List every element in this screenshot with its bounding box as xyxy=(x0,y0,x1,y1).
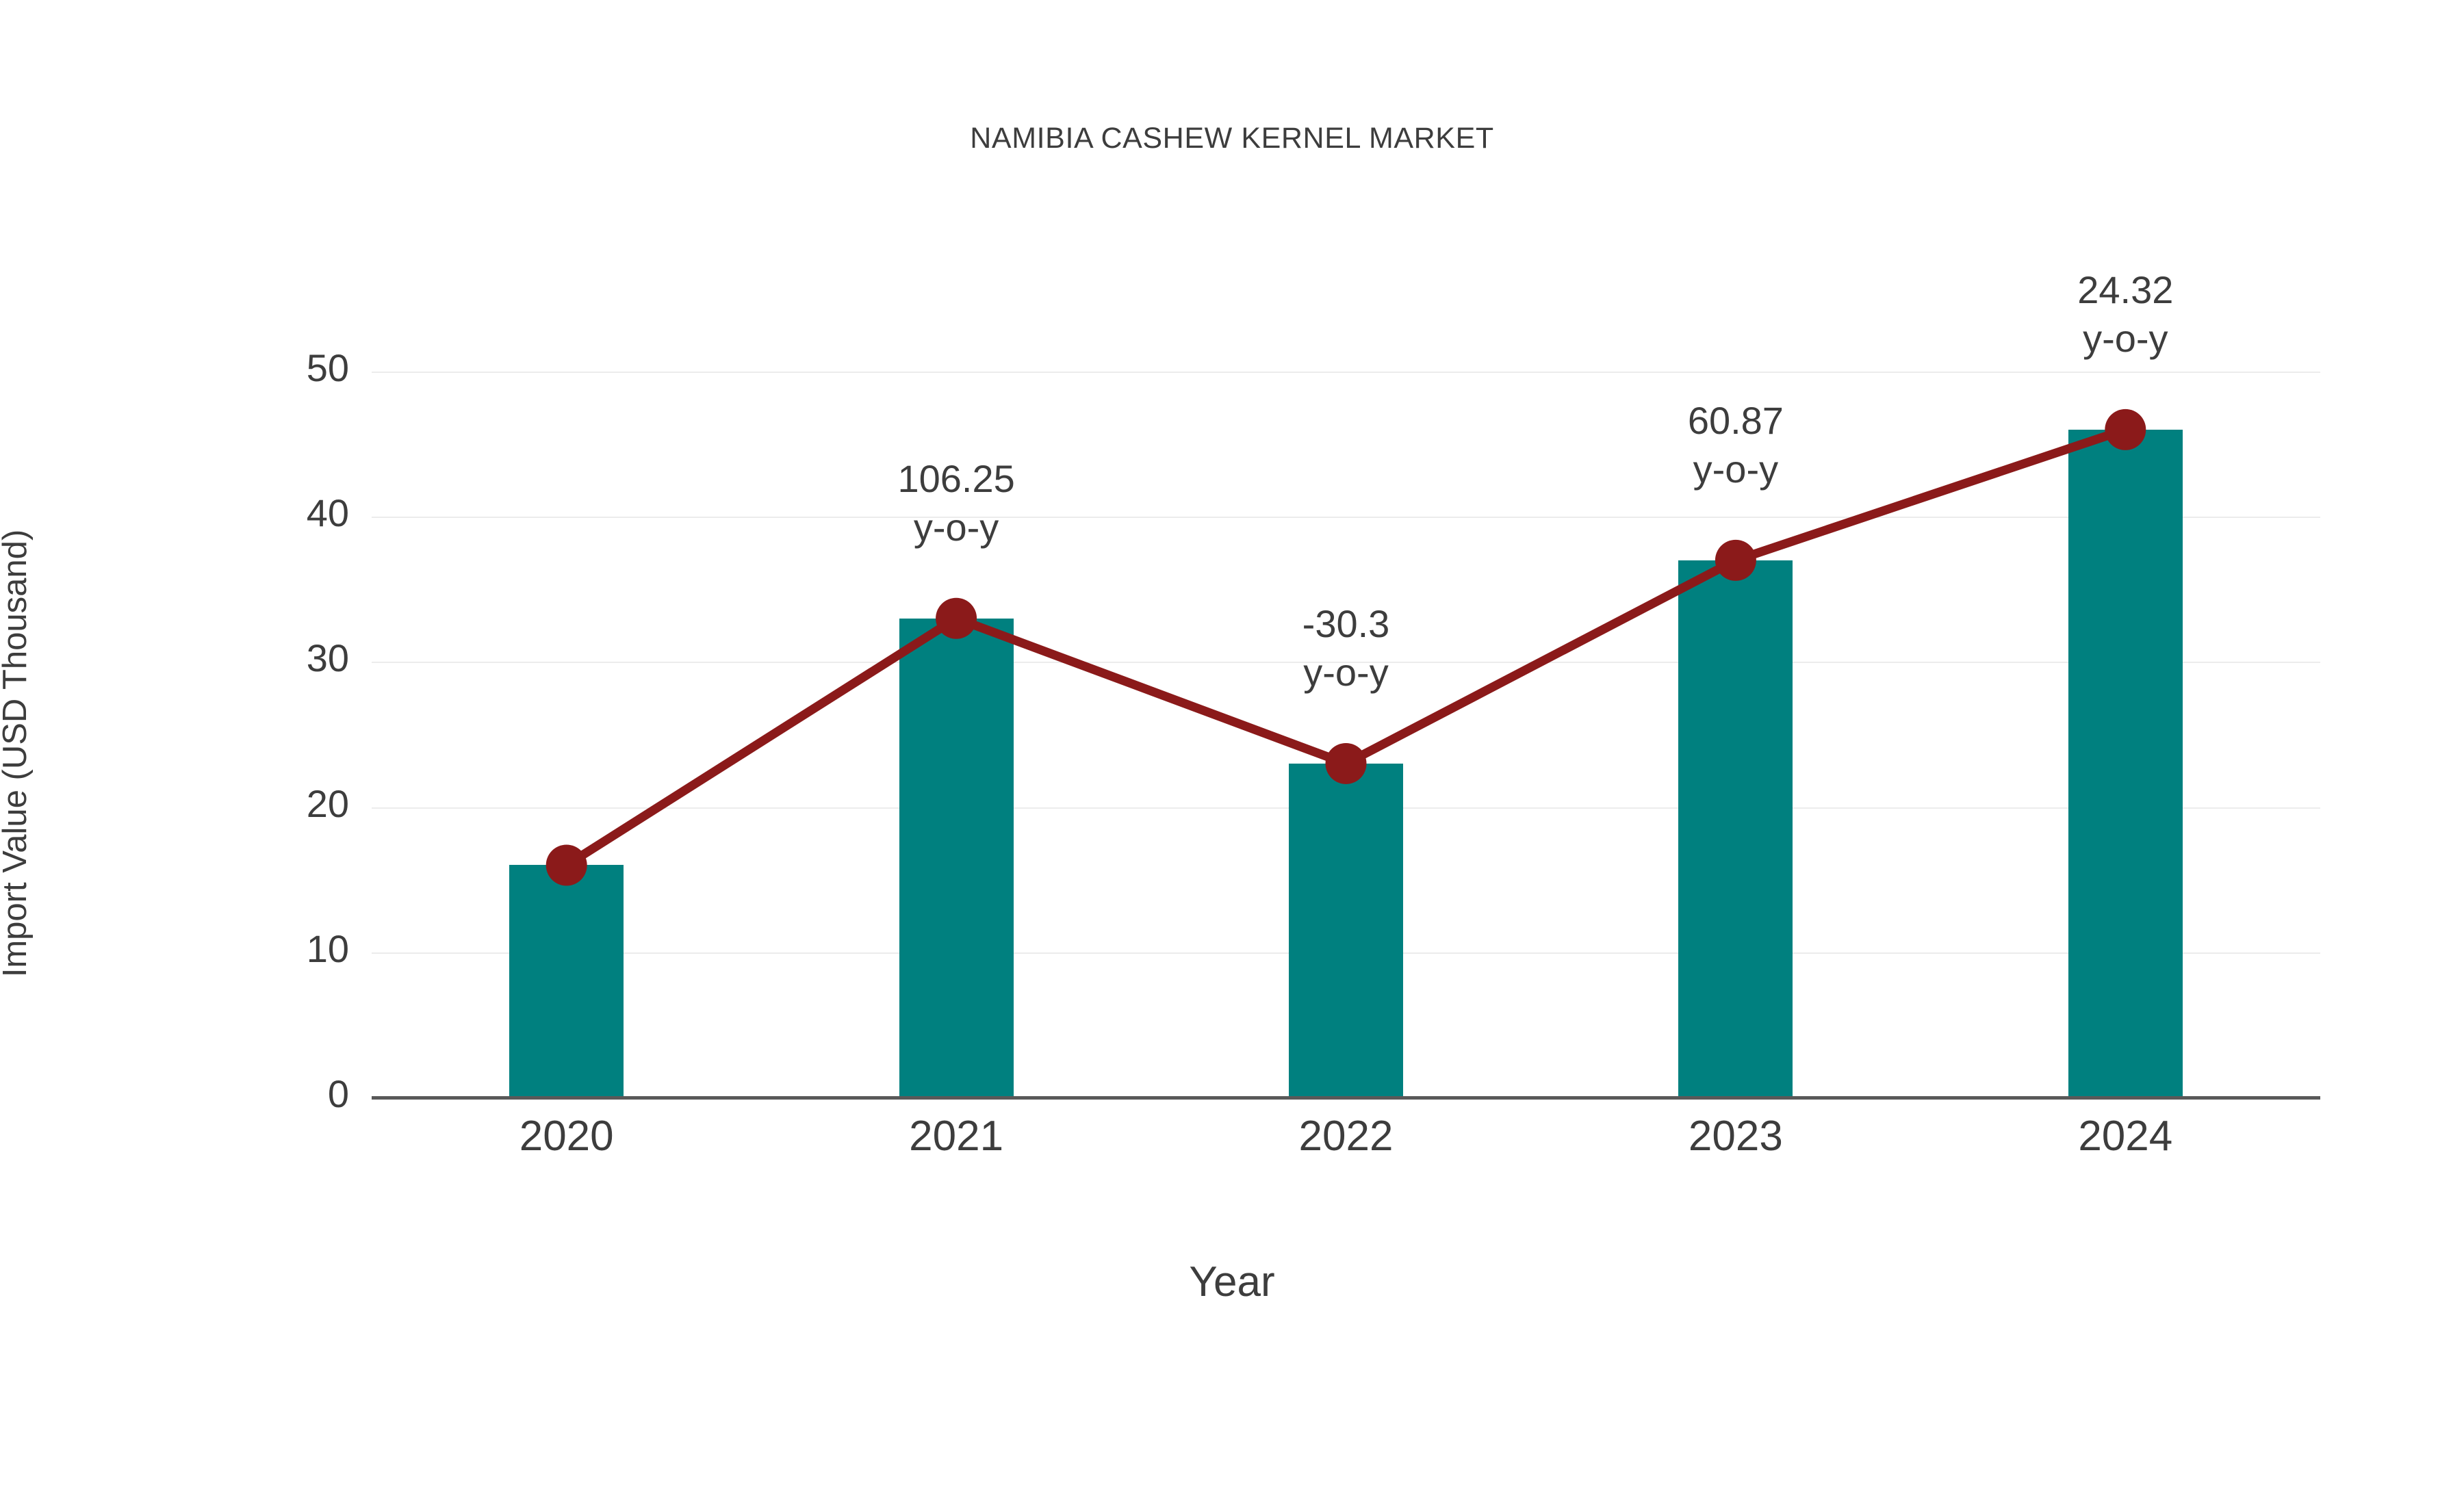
data-label-2022: -30.3 y-o-y xyxy=(1168,599,1524,697)
x-axis-tick-label-2022: 2022 xyxy=(1298,1113,1394,1160)
data-label-suffix: y-o-y xyxy=(2083,316,2168,360)
bar-2021[interactable] xyxy=(899,618,1014,1098)
y-axis-tick-label: 30 xyxy=(306,636,349,680)
bar-2023[interactable] xyxy=(1678,560,1793,1098)
bar-2020[interactable] xyxy=(509,865,624,1098)
bar-2024[interactable] xyxy=(2068,429,2183,1098)
gridline xyxy=(372,372,2320,373)
y-axis-tick-label: 20 xyxy=(306,781,349,825)
data-label-value: 106.25 xyxy=(897,456,1015,500)
x-axis-tick-label-2021: 2021 xyxy=(909,1113,1004,1160)
x-axis-tick-label-2024: 2024 xyxy=(2078,1113,2173,1160)
y-axis-tick-label: 10 xyxy=(306,926,349,970)
y-axis-tick-label: 40 xyxy=(306,491,349,535)
data-label-suffix: y-o-y xyxy=(1693,447,1779,491)
data-label-suffix: y-o-y xyxy=(1303,651,1389,694)
x-axis-tick-label-2023: 2023 xyxy=(1688,1113,1783,1160)
chart-container: NAMIBIA CASHEW KERNEL MARKET Import Valu… xyxy=(0,122,2320,1306)
plot-area xyxy=(372,372,2320,1098)
x-axis-tick-label-2020: 2020 xyxy=(519,1113,614,1160)
data-label-2024: 24.32 y-o-y xyxy=(1947,265,2303,363)
gridline xyxy=(372,517,2320,519)
y-axis-tick-label: 0 xyxy=(327,1072,349,1115)
x-axis-title: Year xyxy=(1189,1258,1275,1306)
data-label-2021: 106.25 y-o-y xyxy=(778,454,1134,551)
chart-title: NAMIBIA CASHEW KERNEL MARKET xyxy=(970,122,1494,155)
data-label-2023: 60.87 y-o-y xyxy=(1558,396,1914,493)
data-label-suffix: y-o-y xyxy=(913,505,999,549)
data-label-value: -30.3 xyxy=(1302,601,1390,645)
bar-2022[interactable] xyxy=(1289,763,1403,1098)
x-axis-line xyxy=(372,1096,2320,1100)
data-label-value: 60.87 xyxy=(1687,398,1784,442)
y-axis-tick-label: 50 xyxy=(306,346,349,389)
data-label-value: 24.32 xyxy=(2077,268,2174,311)
